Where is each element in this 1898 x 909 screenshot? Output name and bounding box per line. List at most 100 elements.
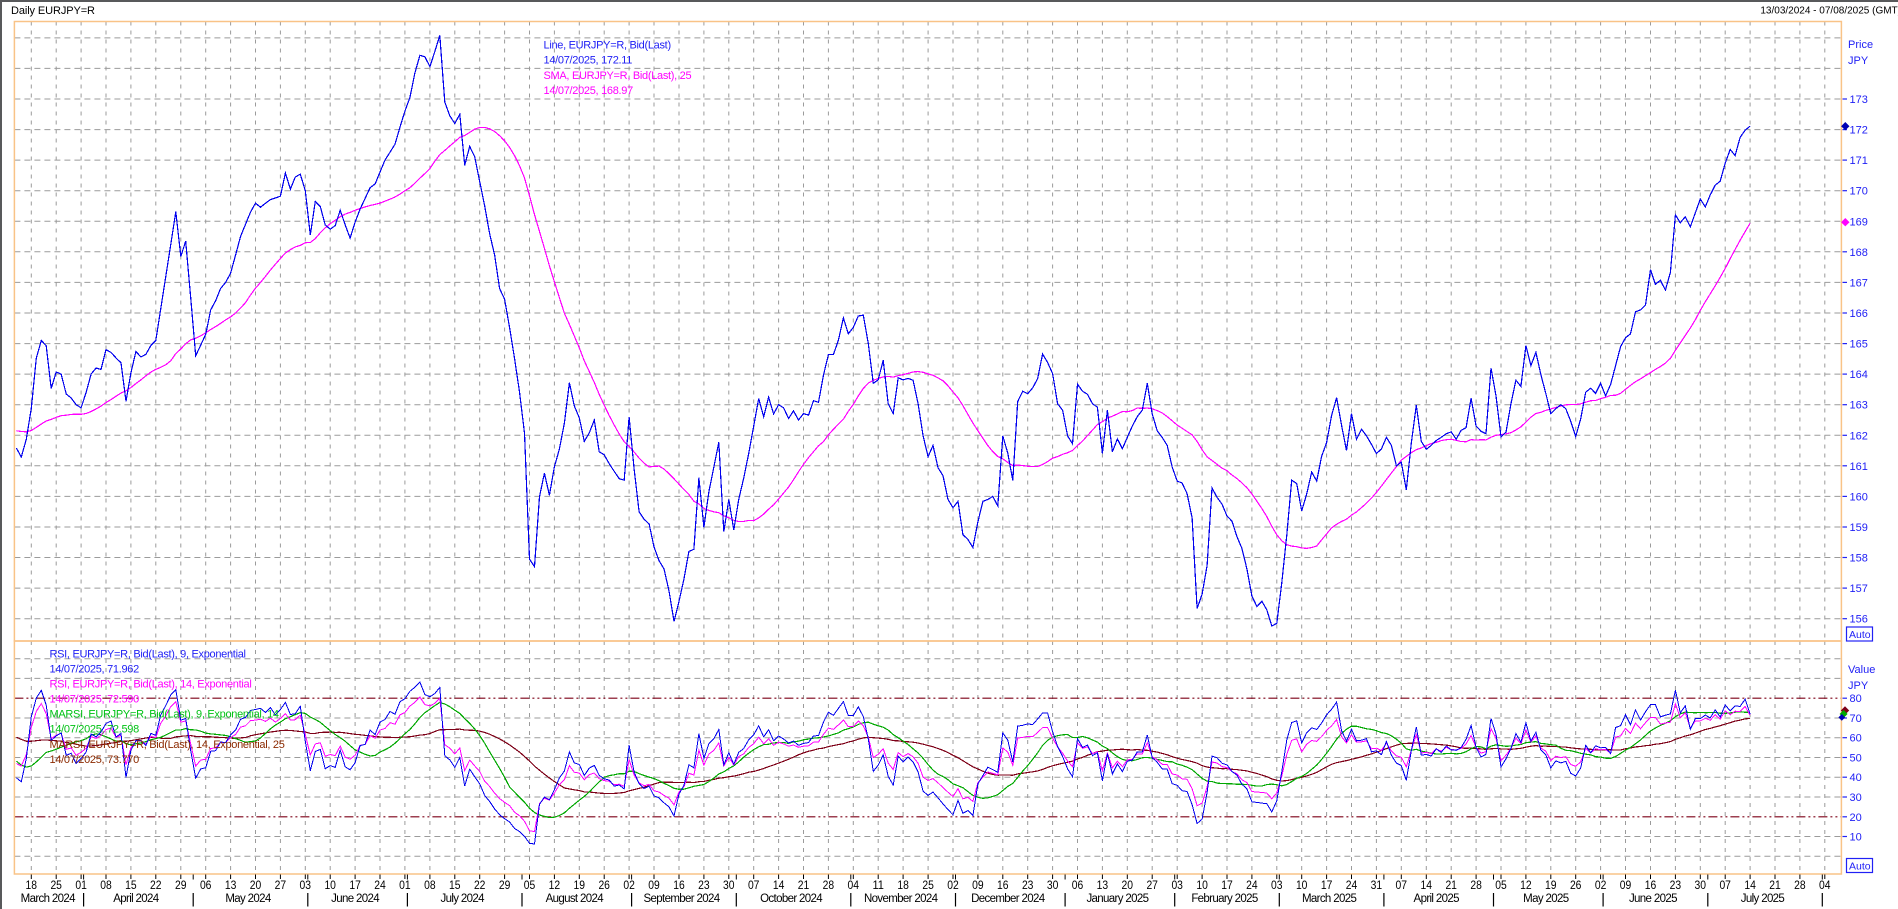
svg-text:05: 05 xyxy=(524,880,536,892)
svg-text:February 2025: February 2025 xyxy=(1191,893,1258,905)
svg-text:02: 02 xyxy=(947,880,959,892)
svg-text:JPY: JPY xyxy=(1848,680,1869,692)
svg-text:16: 16 xyxy=(997,880,1009,892)
svg-text:04: 04 xyxy=(848,880,860,892)
svg-text:RSI, EURJPY=R, Bid(Last), 14,: RSI, EURJPY=R, Bid(Last), 14, Exponentia… xyxy=(50,679,252,691)
svg-text:14/07/2025, 72.590: 14/07/2025, 72.590 xyxy=(50,694,140,706)
svg-text:07: 07 xyxy=(748,880,760,892)
svg-text:27: 27 xyxy=(1146,880,1158,892)
svg-text:160: 160 xyxy=(1850,491,1868,503)
svg-text:SMA, EURJPY=R, Bid(Last), 25: SMA, EURJPY=R, Bid(Last), 25 xyxy=(544,70,692,82)
svg-text:23: 23 xyxy=(1670,880,1682,892)
svg-text:30: 30 xyxy=(723,880,735,892)
svg-text:April 2024: April 2024 xyxy=(113,893,160,905)
svg-text:Line, EURJPY=R, Bid(Last): Line, EURJPY=R, Bid(Last) xyxy=(544,39,671,51)
svg-text:Value: Value xyxy=(1848,664,1875,676)
svg-text:02: 02 xyxy=(1595,880,1607,892)
svg-text:November 2024: November 2024 xyxy=(864,893,939,905)
svg-text:14/07/2025, 71.962: 14/07/2025, 71.962 xyxy=(50,664,140,676)
svg-text:28: 28 xyxy=(1470,880,1482,892)
svg-text:09: 09 xyxy=(972,880,984,892)
svg-text:15: 15 xyxy=(449,880,461,892)
svg-text:05: 05 xyxy=(1495,880,1507,892)
svg-text:01: 01 xyxy=(399,880,411,892)
svg-text:18: 18 xyxy=(26,880,38,892)
svg-text:12: 12 xyxy=(549,880,561,892)
svg-text:02: 02 xyxy=(623,880,635,892)
svg-text:March 2024: March 2024 xyxy=(21,893,76,905)
svg-text:28: 28 xyxy=(823,880,835,892)
svg-text:08: 08 xyxy=(424,880,436,892)
svg-text:23: 23 xyxy=(1022,880,1034,892)
svg-text:19: 19 xyxy=(574,880,586,892)
svg-text:19: 19 xyxy=(1545,880,1557,892)
svg-text:17: 17 xyxy=(1221,880,1233,892)
svg-text:MARSI, EURJPY=R, Bid(Last), 1: MARSI, EURJPY=R, Bid(Last), 14, Exponent… xyxy=(50,739,285,751)
svg-text:06: 06 xyxy=(1072,880,1084,892)
svg-text:30: 30 xyxy=(1695,880,1707,892)
svg-text:14/07/2025, 73.770: 14/07/2025, 73.770 xyxy=(50,754,140,766)
svg-text:July 2024: July 2024 xyxy=(441,893,486,905)
svg-text:10: 10 xyxy=(1296,880,1308,892)
svg-text:13: 13 xyxy=(1097,880,1109,892)
svg-text:17: 17 xyxy=(1321,880,1333,892)
svg-text:Auto: Auto xyxy=(1849,629,1871,641)
svg-text:21: 21 xyxy=(1769,880,1781,892)
svg-text:June 2024: June 2024 xyxy=(331,893,380,905)
svg-text:165: 165 xyxy=(1850,339,1868,351)
svg-text:14/07/2025, 72.598: 14/07/2025, 72.598 xyxy=(50,724,140,736)
svg-text:13: 13 xyxy=(225,880,237,892)
svg-text:11: 11 xyxy=(872,880,884,892)
svg-text:14/07/2025, 172.11: 14/07/2025, 172.11 xyxy=(544,55,633,67)
svg-text:09: 09 xyxy=(1620,880,1632,892)
svg-text:60: 60 xyxy=(1850,733,1862,745)
svg-text:10: 10 xyxy=(324,880,336,892)
svg-text:16: 16 xyxy=(673,880,685,892)
svg-text:10: 10 xyxy=(1850,832,1862,844)
svg-text:15: 15 xyxy=(125,880,137,892)
svg-text:27: 27 xyxy=(275,880,287,892)
svg-text:MARSI, EURJPY=R, Bid(Last), 9: MARSI, EURJPY=R, Bid(Last), 9, Exponenti… xyxy=(50,709,279,721)
svg-text:07: 07 xyxy=(1719,880,1731,892)
svg-text:170: 170 xyxy=(1850,186,1868,198)
svg-text:28: 28 xyxy=(1794,880,1806,892)
svg-text:156: 156 xyxy=(1850,614,1868,626)
svg-text:24: 24 xyxy=(1346,880,1358,892)
svg-text:June 2025: June 2025 xyxy=(1629,893,1677,905)
svg-text:40: 40 xyxy=(1850,772,1862,784)
svg-text:23: 23 xyxy=(698,880,710,892)
svg-text:159: 159 xyxy=(1850,522,1868,534)
svg-text:24: 24 xyxy=(374,880,386,892)
svg-text:26: 26 xyxy=(598,880,610,892)
svg-text:20: 20 xyxy=(250,880,262,892)
svg-text:October 2024: October 2024 xyxy=(760,893,823,905)
svg-text:22: 22 xyxy=(150,880,162,892)
svg-text:164: 164 xyxy=(1850,369,1868,381)
svg-text:03: 03 xyxy=(300,880,312,892)
svg-text:25: 25 xyxy=(50,880,62,892)
svg-text:167: 167 xyxy=(1850,277,1868,289)
svg-text:March 2025: March 2025 xyxy=(1302,893,1356,905)
svg-text:24: 24 xyxy=(1246,880,1258,892)
svg-text:50: 50 xyxy=(1850,753,1862,765)
svg-text:161: 161 xyxy=(1850,461,1868,473)
svg-text:09: 09 xyxy=(648,880,660,892)
svg-text:30: 30 xyxy=(1850,792,1862,804)
svg-text:21: 21 xyxy=(798,880,810,892)
svg-text:22: 22 xyxy=(474,880,486,892)
svg-text:14: 14 xyxy=(1421,880,1433,892)
svg-text:21: 21 xyxy=(1445,880,1457,892)
svg-text:162: 162 xyxy=(1850,430,1868,442)
svg-text:08: 08 xyxy=(100,880,112,892)
svg-text:RSI, EURJPY=R, Bid(Last), 9,: RSI, EURJPY=R, Bid(Last), 9, Exponential xyxy=(50,649,246,661)
svg-text:May 2024: May 2024 xyxy=(225,893,272,905)
svg-text:169: 169 xyxy=(1850,216,1868,228)
svg-text:20: 20 xyxy=(1122,880,1134,892)
svg-text:04: 04 xyxy=(1819,880,1831,892)
svg-text:07: 07 xyxy=(1396,880,1408,892)
svg-text:172: 172 xyxy=(1850,125,1868,137)
svg-text:14: 14 xyxy=(773,880,785,892)
svg-text:12: 12 xyxy=(1520,880,1532,892)
svg-text:158: 158 xyxy=(1850,553,1868,565)
svg-text:03: 03 xyxy=(1171,880,1183,892)
